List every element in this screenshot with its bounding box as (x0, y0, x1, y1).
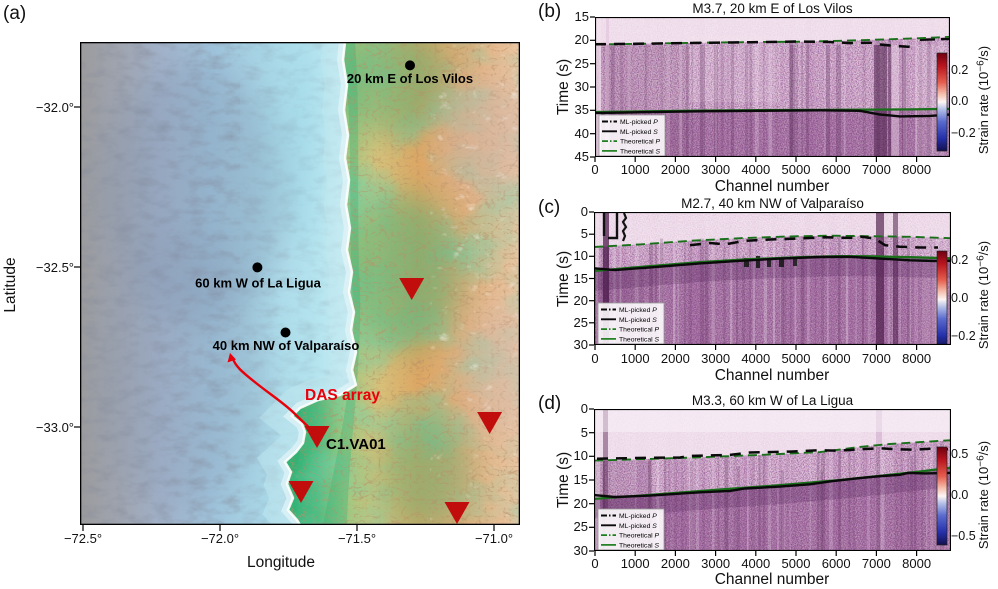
svg-text:Theoretical P: Theoretical P (620, 139, 661, 146)
svg-text:Theoretical S: Theoretical S (619, 336, 660, 343)
svg-text:Theoretical P: Theoretical P (619, 533, 660, 540)
svg-text:20 km E of Los Vilos: 20 km E of Los Vilos (347, 71, 473, 86)
svg-text:C1.VA01: C1.VA01 (326, 436, 386, 453)
svg-text:60 km W of La Ligua: 60 km W of La Ligua (195, 276, 321, 291)
svg-text:Strain rate (10−6/s): Strain rate (10−6/s) (976, 46, 992, 154)
svg-text:Theoretical S: Theoretical S (619, 542, 660, 549)
svg-text:ML-picked S: ML-picked S (619, 523, 657, 530)
svg-text:ML-picked S: ML-picked S (620, 129, 658, 136)
svg-text:ML-picked P: ML-picked P (620, 119, 658, 126)
svg-text:Theoretical P: Theoretical P (619, 327, 660, 334)
svg-text:DAS array: DAS array (305, 387, 380, 404)
svg-text:Strain rate (10−6/s): Strain rate (10−6/s) (976, 441, 992, 549)
svg-text:ML-picked S: ML-picked S (619, 317, 657, 324)
svg-text:ML-picked P: ML-picked P (619, 307, 657, 314)
svg-text:40 km NW of Valparaíso: 40 km NW of Valparaíso (213, 338, 360, 353)
svg-text:Theoretical S: Theoretical S (620, 148, 661, 155)
svg-text:Strain rate (10−6/s): Strain rate (10−6/s) (976, 241, 992, 349)
svg-text:ML-picked P: ML-picked P (619, 513, 657, 520)
